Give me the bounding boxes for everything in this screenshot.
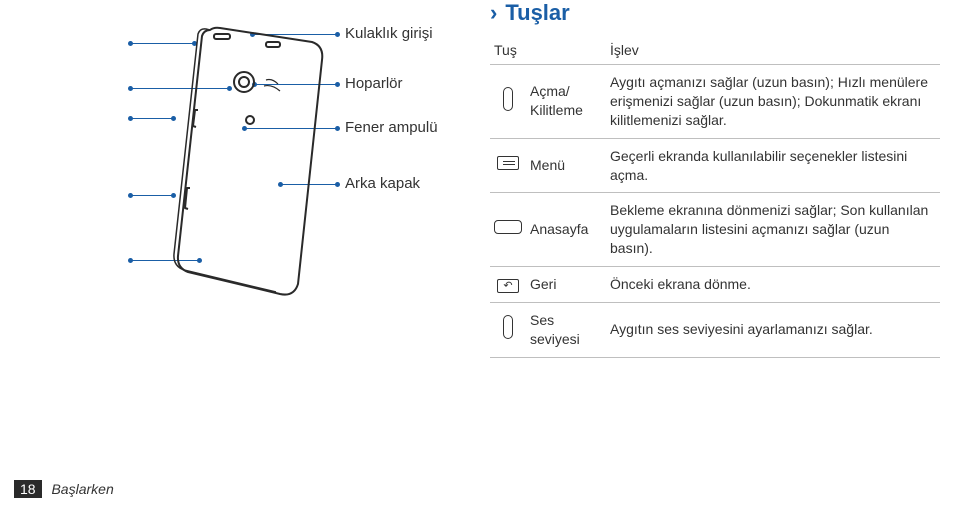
- key-desc: Geçerli ekranda kullanılabilir seçenekle…: [606, 138, 940, 193]
- key-name: Geri: [526, 267, 606, 303]
- page-number: 18: [14, 480, 42, 498]
- keys-table: Tuş İşlev Açma/ Kilitleme Aygıtı açmanız…: [490, 36, 940, 358]
- home-key-icon: [494, 220, 522, 234]
- phone-diagram-pane: Çok işlevli giriş Kamera merceği Güç/Kil…: [0, 0, 470, 470]
- table-row: ↶ Geri Önceki ekrana dönme.: [490, 267, 940, 303]
- key-name: Açma/ Kilitleme: [526, 65, 606, 139]
- page-footer: 18 Başlarken: [14, 480, 114, 498]
- label-back-cover: Arka kapak: [345, 174, 420, 194]
- col-func: İşlev: [606, 36, 940, 65]
- key-desc: Bekleme ekranına dönmenizi sağlar; Son k…: [606, 193, 940, 267]
- phone-outline: [170, 20, 330, 310]
- volume-key-icon: [503, 315, 513, 339]
- label-flash: Fener ampulü: [345, 118, 438, 138]
- keys-section: › Tuşlar Tuş İşlev Açma/ Kilitleme Aygıt…: [490, 0, 940, 358]
- leader: [130, 195, 174, 196]
- table-row: Ses seviyesi Aygıtın ses seviyesini ayar…: [490, 303, 940, 358]
- table-row: Anasayfa Bekleme ekranına dönmenizi sağl…: [490, 193, 940, 267]
- key-desc: Önceki ekrana dönme.: [606, 267, 940, 303]
- key-name: Anasayfa: [526, 193, 606, 267]
- table-row: Menü Geçerli ekranda kullanılabilir seçe…: [490, 138, 940, 193]
- section-name: Başlarken: [51, 481, 113, 497]
- section-title: Tuşlar: [505, 0, 569, 26]
- menu-key-icon: [497, 156, 519, 170]
- leader: [130, 118, 174, 119]
- key-name: Ses seviyesi: [526, 303, 606, 358]
- label-speaker: Hoparlör: [345, 74, 403, 94]
- power-key-icon: [503, 87, 513, 111]
- chevron-right-icon: ›: [490, 0, 497, 26]
- col-key: Tuş: [490, 36, 606, 65]
- section-heading: › Tuşlar: [490, 0, 940, 26]
- back-key-icon: ↶: [497, 279, 519, 293]
- key-desc: Aygıtın ses seviyesini ayarlamanızı sağl…: [606, 303, 940, 358]
- label-headset-jack: Kulaklık girişi: [345, 24, 433, 44]
- key-name: Menü: [526, 138, 606, 193]
- key-desc: Aygıtı açmanızı sağlar (uzun basın); Hız…: [606, 65, 940, 139]
- table-row: Açma/ Kilitleme Aygıtı açmanızı sağlar (…: [490, 65, 940, 139]
